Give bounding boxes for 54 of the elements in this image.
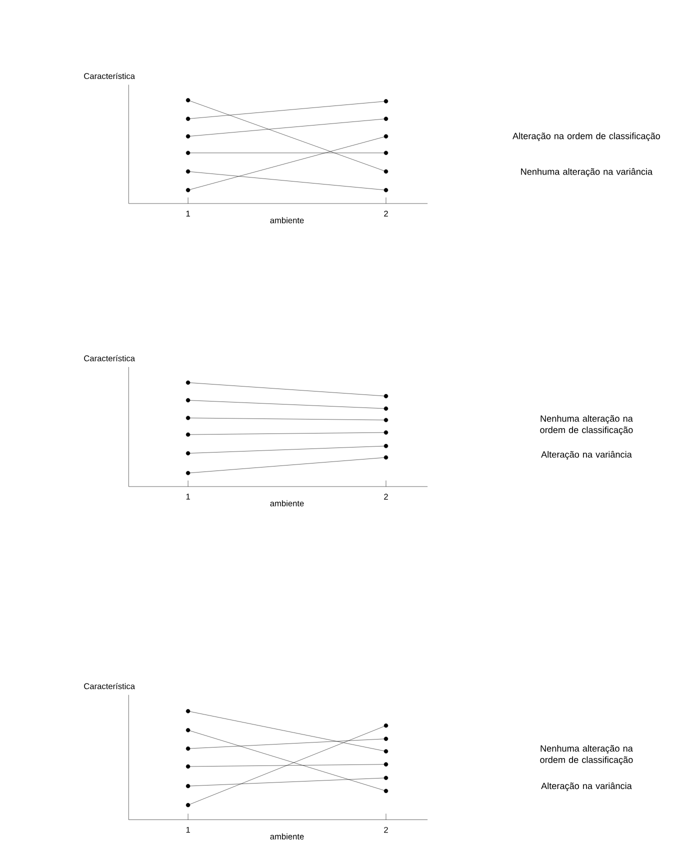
point bbox=[384, 394, 388, 398]
text: Nenhuma alteração na ordem de classificação bbox=[540, 415, 634, 435]
y-axis-title: Característica bbox=[84, 682, 136, 690]
point bbox=[186, 380, 190, 385]
point bbox=[384, 762, 388, 766]
point bbox=[384, 455, 388, 460]
point bbox=[384, 749, 388, 754]
x-tick-label: 2 bbox=[384, 210, 388, 217]
point bbox=[186, 416, 190, 420]
text: Nenhuma alteração na variância bbox=[521, 168, 653, 177]
x-axis-title: ambiente bbox=[270, 833, 304, 840]
point bbox=[384, 134, 388, 138]
point bbox=[384, 99, 388, 104]
point bbox=[384, 406, 388, 411]
x-axis-title: ambiente bbox=[270, 217, 304, 224]
point bbox=[384, 418, 388, 422]
point bbox=[186, 709, 190, 714]
point bbox=[384, 776, 388, 780]
point bbox=[186, 134, 190, 138]
x-tick-label: 1 bbox=[186, 826, 190, 833]
point bbox=[384, 444, 388, 448]
point bbox=[186, 398, 190, 402]
point bbox=[384, 188, 388, 192]
x-axis-title: ambiente bbox=[270, 500, 304, 506]
point bbox=[186, 451, 190, 456]
text: Alteração na variância bbox=[541, 450, 632, 460]
point bbox=[384, 723, 388, 728]
point bbox=[384, 169, 388, 174]
point bbox=[186, 784, 190, 788]
text: Alteração na ordem de classificação bbox=[512, 132, 660, 142]
point bbox=[186, 802, 190, 808]
y-axis-title: Característica bbox=[84, 72, 136, 80]
text: Nenhuma alteração na ordem de classificação bbox=[540, 744, 634, 765]
x-tick-label: 2 bbox=[384, 826, 388, 833]
point bbox=[186, 764, 190, 769]
point bbox=[186, 150, 190, 156]
text: Alteração na variância bbox=[541, 782, 632, 791]
point bbox=[186, 470, 190, 476]
x-tick-label: 2 bbox=[384, 494, 388, 500]
point bbox=[186, 98, 190, 102]
point bbox=[186, 746, 190, 751]
point bbox=[186, 169, 190, 174]
point bbox=[384, 150, 388, 156]
point bbox=[384, 430, 388, 435]
point bbox=[384, 116, 388, 121]
x-tick-label: 1 bbox=[186, 210, 190, 216]
point bbox=[186, 116, 190, 121]
x-tick-label: 1 bbox=[186, 494, 190, 500]
y-axis-title: Característica bbox=[84, 355, 136, 362]
point bbox=[186, 432, 190, 437]
point bbox=[186, 728, 190, 732]
point bbox=[384, 736, 388, 741]
point bbox=[384, 788, 388, 794]
point bbox=[186, 188, 190, 192]
